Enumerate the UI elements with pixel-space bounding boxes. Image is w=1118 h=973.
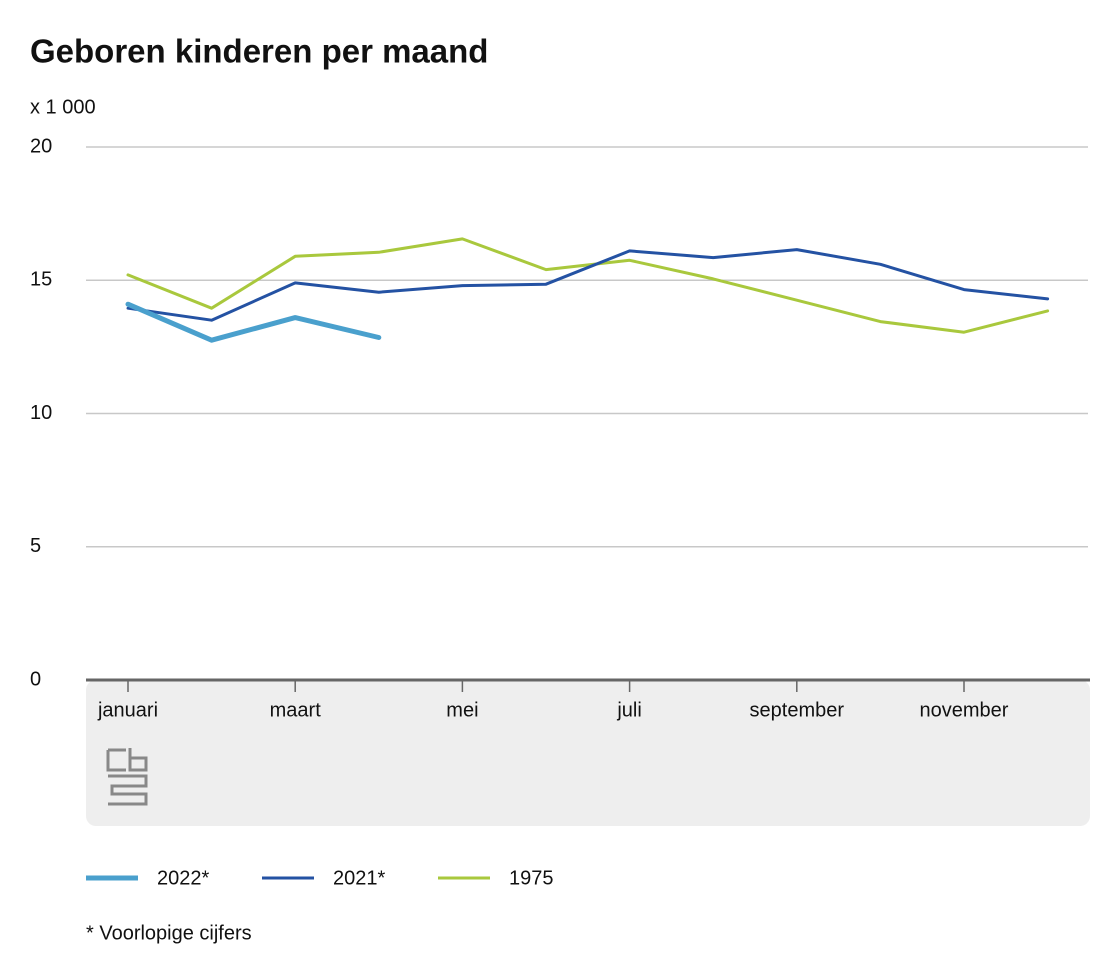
y-tick-label: 15 xyxy=(30,269,52,291)
chart-title: Geboren kinderen per maand xyxy=(30,33,488,70)
series-line xyxy=(126,248,1050,322)
y-unit-label: x 1 000 xyxy=(30,96,96,118)
axis-panel xyxy=(86,680,1090,826)
x-tick-label: juli xyxy=(616,699,641,721)
series-line xyxy=(126,237,1050,334)
y-tick-label: 5 xyxy=(30,535,41,557)
x-tick-label: maart xyxy=(270,699,322,721)
x-tick-label: mei xyxy=(446,699,478,721)
legend-label: 1975 xyxy=(509,867,554,889)
legend-label: 2021* xyxy=(333,867,385,889)
y-tick-label: 10 xyxy=(30,402,52,424)
y-tick-label: 0 xyxy=(30,668,41,690)
y-tick-label: 20 xyxy=(30,135,52,157)
series-line xyxy=(125,301,382,343)
cbs-logo xyxy=(106,748,148,806)
x-tick-label: november xyxy=(920,699,1009,721)
legend-label: 2022* xyxy=(157,867,209,889)
footnote: * Voorlopige cijfers xyxy=(86,922,252,944)
x-tick-label: september xyxy=(750,699,845,721)
x-tick-label: januari xyxy=(97,699,158,721)
